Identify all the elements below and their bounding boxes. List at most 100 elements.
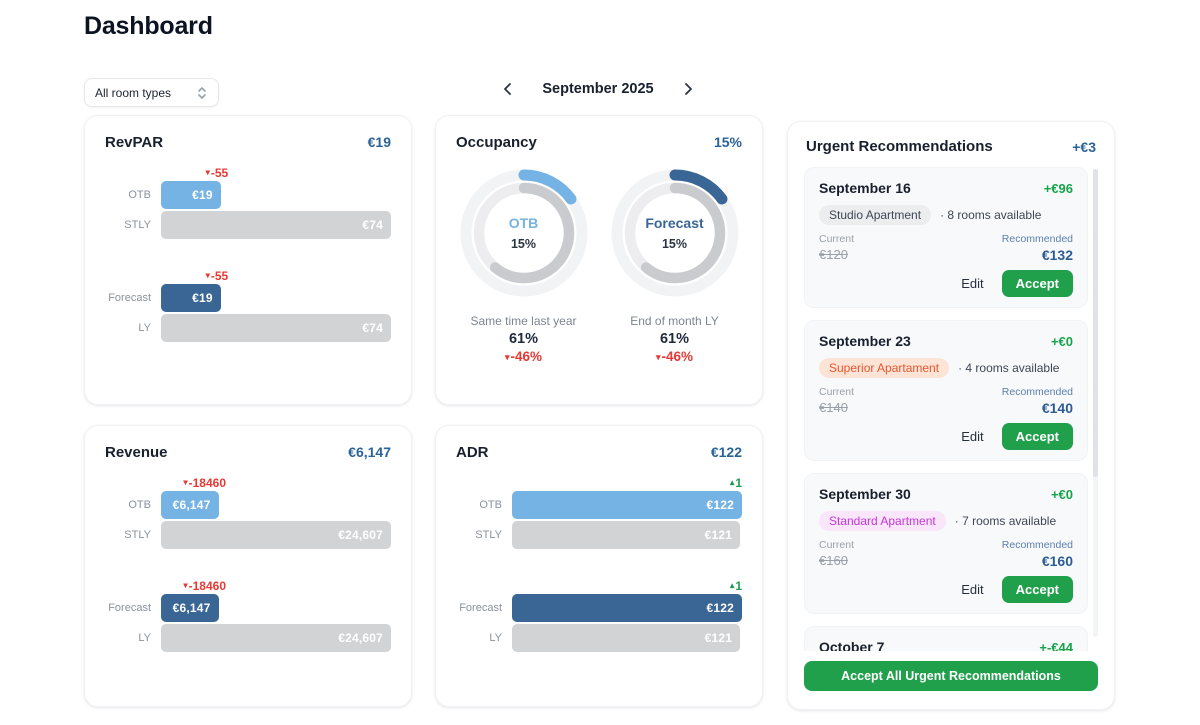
recommended-label: Recommended: [1001, 539, 1073, 551]
urgent-panel-title: Urgent Recommendations: [806, 138, 993, 155]
edit-button[interactable]: Edit: [961, 582, 984, 597]
stly-bar: €121: [512, 521, 741, 549]
adr-otb-group: ▴1 OTB €122 STLY €121: [456, 475, 742, 549]
recommendations-scrollbar: [1093, 169, 1098, 637]
urgent-total-delta: +€3: [1072, 138, 1096, 155]
forecast-donut-stats: End of month LY 61% ▾-46%: [630, 314, 719, 364]
current-label: Current: [819, 539, 855, 551]
revenue-otb-group: ▾-18460 OTB €6,147 STLY €24,607: [105, 475, 391, 549]
ly-bar: €74: [161, 314, 391, 342]
edit-button[interactable]: Edit: [961, 429, 984, 444]
recommended-price: €132: [1041, 247, 1073, 263]
stat-delta: ▾-46%: [655, 349, 694, 364]
current-month-label: September 2025: [542, 81, 654, 97]
recommendation-date: September 23: [819, 333, 911, 349]
revpar-bar-chart: ▾-55 OTB €19 STLY €74 ▾-55 Forecast €19 …: [85, 165, 411, 342]
adr-otb-delta: ▴1: [730, 475, 742, 490]
date-navigation: September 2025: [448, 79, 748, 99]
recommendation-delta: +€96: [1043, 180, 1073, 196]
bar-row: STLY €74: [105, 211, 391, 239]
bar-label: STLY: [475, 529, 502, 541]
next-month-button[interactable]: [678, 79, 698, 99]
triangle-up-icon: ▴: [730, 580, 735, 590]
bar-label: Forecast: [108, 602, 151, 614]
revpar-forecast-delta: ▾-55: [205, 268, 229, 283]
triangle-down-icon: ▾: [205, 167, 210, 177]
ly-bar: €24,607: [161, 624, 391, 652]
revenue-otb-delta: ▾-18460: [183, 475, 226, 490]
recommendation-delta: +€0: [1050, 333, 1073, 349]
bar-row: Forecast €122: [456, 594, 742, 622]
bar-label: STLY: [124, 529, 151, 541]
triangle-up-icon: ▴: [730, 477, 735, 487]
recommendation-item: September 23 +€0 Superior Apartament · 4…: [804, 320, 1088, 461]
triangle-down-icon: ▾: [183, 580, 188, 590]
stat-delta: ▾-46%: [504, 349, 543, 364]
page-title: Dashboard: [84, 12, 213, 40]
accept-all-button[interactable]: Accept All Urgent Recommendations: [804, 661, 1098, 691]
edit-button[interactable]: Edit: [961, 276, 984, 291]
current-label: Current: [819, 386, 855, 398]
occupancy-headline-value: 15%: [713, 134, 742, 150]
triangle-down-icon: ▾: [205, 270, 210, 280]
revpar-otb-group: ▾-55 OTB €19 STLY €74: [105, 165, 391, 239]
donut-series-label: OTB: [508, 215, 539, 231]
triangle-down-icon: ▾: [655, 351, 661, 362]
recommendation-date: September 16: [819, 180, 911, 196]
stly-bar: €24,607: [161, 521, 391, 549]
bar-label: Forecast: [108, 292, 151, 304]
donut-center-value: 15%: [661, 237, 688, 251]
forecast-donut-chart: Forecast 15%: [605, 163, 745, 303]
current-price: €140: [819, 400, 848, 415]
bar-label: OTB: [128, 189, 151, 201]
bar-row: OTB €122: [456, 491, 742, 519]
rooms-available-text: · 7 rooms available: [954, 514, 1057, 528]
room-type-select[interactable]: All room types: [84, 78, 219, 107]
forecast-bar: €6,147: [161, 594, 219, 622]
room-type-select-value: All room types: [95, 85, 172, 100]
recommendation-item: September 16 +€96 Studio Apartment · 8 r…: [804, 167, 1088, 308]
bar-row: STLY €24,607: [105, 521, 391, 549]
recommended-label: Recommended: [1001, 386, 1073, 398]
scrollbar-thumb[interactable]: [1093, 169, 1098, 477]
otb-bar: €122: [512, 491, 742, 519]
adr-headline-value: €122: [710, 444, 742, 460]
bar-row: LY €24,607: [105, 624, 391, 652]
room-type-pill: Studio Apartment: [819, 205, 932, 225]
bar-row: STLY €121: [456, 521, 742, 549]
bar-label: LY: [138, 632, 151, 644]
recommendation-item: October 7 +-€44 Double Room · 4 rooms av…: [804, 626, 1088, 651]
room-type-pill: Standard Apartment: [819, 511, 946, 531]
otb-bar: €6,147: [161, 491, 219, 519]
donut-center-value: 15%: [510, 237, 537, 251]
recommended-price: €160: [1041, 553, 1073, 569]
revpar-headline-value: €19: [367, 134, 391, 150]
otb-donut-column: OTB 15% Same time last year 61% ▾-46%: [448, 163, 599, 364]
recommendations-list: September 16 +€96 Studio Apartment · 8 r…: [804, 167, 1098, 651]
bar-row: LY €74: [105, 314, 391, 342]
chevron-left-icon: [504, 83, 512, 95]
recommendation-date: October 7: [819, 639, 885, 651]
revpar-otb-delta: ▾-55: [205, 165, 229, 180]
revenue-forecast-group: ▾-18460 Forecast €6,147 LY €24,607: [105, 578, 391, 652]
donut-series-label: Forecast: [645, 215, 704, 231]
accept-button[interactable]: Accept: [1001, 423, 1073, 450]
accept-button[interactable]: Accept: [1001, 576, 1073, 603]
prev-month-button[interactable]: [498, 79, 518, 99]
recommendation-date: September 30: [819, 486, 911, 502]
bar-row: Forecast €19: [105, 284, 391, 312]
bar-label: STLY: [124, 219, 151, 231]
bar-row: OTB €19: [105, 181, 391, 209]
recommended-price: €140: [1041, 400, 1073, 416]
revpar-forecast-group: ▾-55 Forecast €19 LY €74: [105, 268, 391, 342]
revenue-bar-chart: ▾-18460 OTB €6,147 STLY €24,607 ▾-18460 …: [85, 475, 411, 652]
adr-bar-chart: ▴1 OTB €122 STLY €121 ▴1 Forecast €122 L…: [436, 475, 762, 652]
triangle-down-icon: ▾: [183, 477, 188, 487]
adr-forecast-delta: ▴1: [730, 578, 742, 593]
occupancy-donut-charts: OTB 15% Same time last year 61% ▾-46%: [436, 151, 762, 364]
forecast-bar: €122: [512, 594, 742, 622]
recommendation-delta: +€0: [1050, 486, 1073, 502]
accept-button[interactable]: Accept: [1001, 270, 1073, 297]
recommendation-delta: +-€44: [1039, 639, 1073, 652]
revenue-forecast-delta: ▾-18460: [183, 578, 226, 593]
